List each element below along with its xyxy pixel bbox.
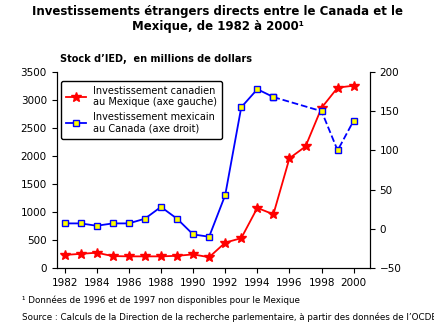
Text: Investissements étrangers directs entre le Canada et le
Mexique, de 1982 à 2000¹: Investissements étrangers directs entre …: [32, 5, 402, 33]
Text: Source : Calculs de la Direction de la recherche parlementaire, à partir des don: Source : Calculs de la Direction de la r…: [22, 312, 434, 322]
Text: Stock d’IED,  en millions de dollars: Stock d’IED, en millions de dollars: [59, 54, 251, 64]
Legend: Investissement canadien
au Mexique (axe gauche), Investissement mexicain
au Cana: Investissement canadien au Mexique (axe …: [61, 81, 222, 139]
Text: ¹ Données de 1996 et de 1997 non disponibles pour le Mexique: ¹ Données de 1996 et de 1997 non disponi…: [22, 296, 299, 305]
